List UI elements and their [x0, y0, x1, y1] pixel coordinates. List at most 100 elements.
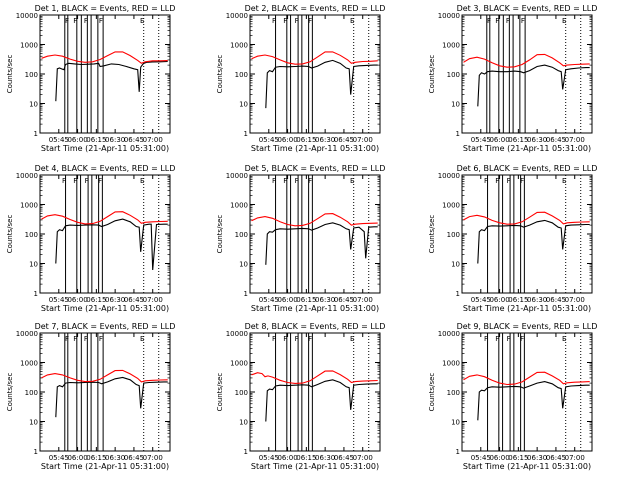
y-tick-label: 100 — [447, 231, 460, 239]
y-tick-label: 1 — [456, 448, 460, 456]
plot-frame — [39, 14, 171, 134]
y-tick-label: 1 — [34, 130, 38, 138]
x-tick-label: 05:45 — [49, 296, 69, 304]
y-tick-label: 1000 — [230, 360, 248, 368]
y-tick-label: 1000 — [442, 360, 460, 368]
x-tick-label: 07:00 — [143, 296, 163, 304]
series-events-line — [55, 60, 168, 102]
marker-label: F — [65, 335, 69, 343]
panel-5: Det 5, BLACK = Events, RED = LLD 1 10 100 10… — [216, 164, 385, 313]
series-lld-line — [41, 211, 168, 225]
x-tick-label: 05:45 — [259, 136, 279, 144]
series-lld-line — [251, 51, 378, 65]
y-axis-label: Counts/sec — [6, 215, 14, 254]
y-tick-label: 100 — [235, 389, 248, 397]
y-axis-label: Counts/sec — [216, 215, 224, 254]
x-tick-label: 05:45 — [259, 296, 279, 304]
x-axis-label: Start Time (21-Apr-11 05:31:00) — [41, 462, 169, 471]
y-tick-label: 1000 — [442, 42, 460, 50]
y-tick-label: 1000 — [230, 42, 248, 50]
series-lld-line — [251, 213, 378, 227]
x-tick-label: 05:45 — [471, 136, 491, 144]
series-events-line — [265, 222, 378, 265]
x-axis-label: Start Time (21-Apr-11 05:31:00) — [41, 304, 169, 313]
marker-label: E — [562, 177, 566, 185]
plot-frame — [461, 332, 593, 452]
marker-label: F — [495, 335, 499, 343]
plot-frame — [249, 174, 381, 294]
panel-title: Det 1, BLACK = Events, RED = LLD — [35, 4, 176, 13]
x-tick-label: 06:45 — [124, 136, 144, 144]
marker-label: F — [73, 177, 77, 185]
panel-1: Det 1, BLACK = Events, RED = LLD 1 10 100 10… — [6, 4, 175, 153]
marker-label: E — [562, 17, 566, 25]
x-tick-label: 06:00 — [489, 136, 509, 144]
x-tick-label: 06:30 — [527, 454, 547, 462]
marker-label: E — [350, 17, 354, 25]
marker-label: F — [521, 17, 525, 25]
y-axis-label: Counts/sec — [6, 373, 14, 412]
marker-label: F — [295, 335, 299, 343]
marker-label: F — [484, 335, 488, 343]
panel-title: Det 6, BLACK = Events, RED = LLD — [457, 164, 598, 173]
y-tick-label: 1 — [456, 130, 460, 138]
x-tick-label: 06:00 — [67, 136, 87, 144]
series-lld-line — [251, 370, 378, 384]
y-tick-label: 10 — [29, 419, 38, 427]
plot-frame — [249, 332, 381, 452]
y-tick-label: 10 — [29, 101, 38, 109]
y-axis-label: Counts/sec — [428, 215, 436, 254]
marker-label: F — [520, 177, 524, 185]
panel-title: Det 3, BLACK = Events, RED = LLD — [457, 4, 598, 13]
series-lld-line — [463, 53, 590, 68]
panel-title: Det 5, BLACK = Events, RED = LLD — [245, 164, 386, 173]
x-tick-label: 07:00 — [565, 296, 585, 304]
x-tick-label: 06:15 — [508, 136, 528, 144]
x-tick-label: 06:45 — [334, 296, 354, 304]
x-tick-label: 06:00 — [489, 454, 509, 462]
series-events-line — [265, 379, 378, 422]
y-tick-label: 10 — [239, 101, 248, 109]
x-tick-label: 06:00 — [67, 296, 87, 304]
marker-label: F — [272, 177, 276, 185]
panel-title: Det 4, BLACK = Events, RED = LLD — [35, 164, 176, 173]
marker-label: F — [308, 177, 312, 185]
series-events-line — [55, 376, 168, 418]
x-tick-label: 06:15 — [508, 296, 528, 304]
y-tick-label: 10 — [239, 419, 248, 427]
x-tick-label: 06:15 — [296, 296, 316, 304]
plot-frame — [39, 174, 171, 294]
y-tick-label: 10000 — [438, 12, 460, 20]
x-axis-label: Start Time (21-Apr-11 05:31:00) — [251, 144, 379, 153]
marker-label: E — [562, 335, 566, 343]
marker-label: F — [283, 335, 287, 343]
panel-6: Det 6, BLACK = Events, RED = LLD 1 10 100 10… — [428, 164, 597, 313]
y-tick-label: 10000 — [226, 172, 248, 180]
marker-label: F — [65, 17, 69, 25]
x-tick-label: 06:15 — [86, 296, 106, 304]
y-axis-label: Counts/sec — [216, 373, 224, 412]
x-tick-label: 07:00 — [353, 454, 373, 462]
y-tick-label: 10 — [451, 419, 460, 427]
x-tick-label: 07:00 — [143, 136, 163, 144]
marker-label: F — [484, 177, 488, 185]
y-tick-label: 100 — [447, 71, 460, 79]
marker-label: F — [272, 335, 276, 343]
x-tick-label: 05:45 — [49, 136, 69, 144]
marker-label: F — [283, 17, 287, 25]
y-tick-label: 1 — [244, 448, 248, 456]
x-axis-label: Start Time (21-Apr-11 05:31:00) — [251, 462, 379, 471]
plot-frame — [249, 14, 381, 134]
x-tick-label: 06:15 — [86, 454, 106, 462]
x-tick-label: 06:00 — [277, 136, 297, 144]
panel-title: Det 8, BLACK = Events, RED = LLD — [245, 322, 386, 331]
marker-label: F — [85, 177, 89, 185]
marker-label: F — [84, 17, 88, 25]
x-tick-label: 05:45 — [259, 454, 279, 462]
marker-label: E — [140, 177, 144, 185]
marker-label: E — [140, 17, 144, 25]
y-tick-label: 10000 — [16, 330, 38, 338]
y-tick-label: 1 — [34, 290, 38, 298]
y-tick-label: 100 — [447, 389, 460, 397]
panel-title: Det 7, BLACK = Events, RED = LLD — [35, 322, 176, 331]
